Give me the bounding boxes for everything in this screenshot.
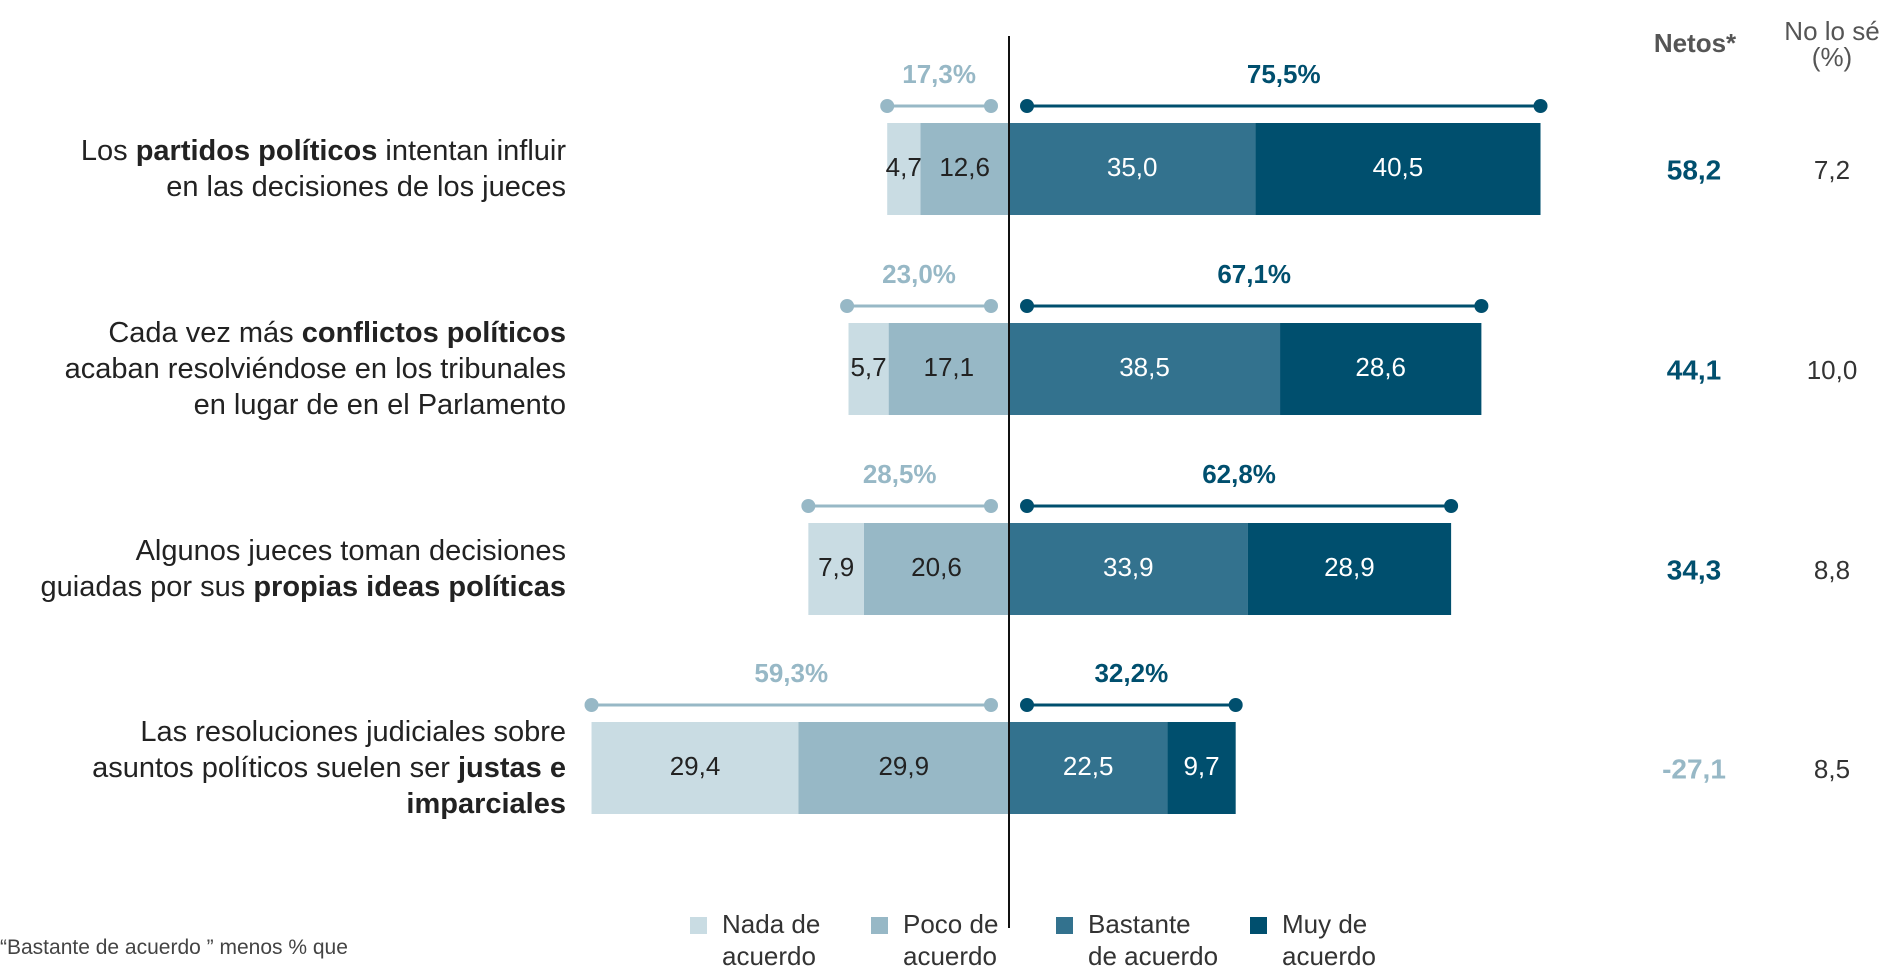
bracket-end [1533,99,1548,113]
bracket-end [840,299,855,313]
bracket-end [984,299,998,313]
bar-segment [1167,722,1236,814]
segment-label: 5,7 [850,352,886,382]
netos-value: -27,1 [1662,753,1726,784]
segment-label: 28,9 [1324,552,1375,582]
bracket-end [1020,99,1034,113]
footnote: “Bastante de acuerdo ” menos % que [0,936,348,959]
total-label: 23,0% [882,259,956,289]
no-lo-se-value: 7,2 [1814,155,1850,185]
segment-label: 17,1 [924,352,975,382]
total-label: 67,1% [1217,259,1291,289]
bar-segment [1255,123,1541,215]
netos-value: 58,2 [1667,154,1722,185]
bracket-end [584,698,599,712]
bracket-end [1020,499,1034,513]
bar-segment [887,123,921,215]
category-label: Las resoluciones judiciales sobre asunto… [92,716,566,820]
bar-segment [808,523,864,615]
bracket-end [984,499,998,513]
netos-header: Netos* [1653,28,1737,58]
segment-label: 9,7 [1183,751,1219,781]
segment-label: 38,5 [1119,352,1170,382]
bracket-end [1020,299,1034,313]
bar-segment [1009,523,1248,615]
legend-swatch [871,917,888,934]
segment-label: 29,4 [670,751,721,781]
bar-segment [1009,722,1168,814]
bracket-end [1444,499,1459,513]
bracket-end [1228,698,1243,712]
segment-label: 35,0 [1107,152,1158,182]
segment-label: 20,6 [911,552,962,582]
segment-label: 12,6 [939,152,990,182]
no-lo-se-value: 8,8 [1814,555,1850,585]
legend-swatch [1056,917,1073,934]
netos-value: 34,3 [1667,554,1722,585]
no-lo-se-value: 10,0 [1807,355,1858,385]
category-bold: propias ideas políticas [253,571,566,603]
category-bold: conflictos políticos [301,317,566,349]
total-label: 62,8% [1202,459,1276,489]
bracket-end [984,698,998,712]
bar-segment [1247,523,1452,615]
category-label: Cada vez más conflictos políticos acaban… [64,317,566,421]
bar-segment [888,323,1009,415]
legend-label: Poco de acuerdo [903,909,999,971]
category-bold: partidos políticos [135,135,378,167]
no-lo-se-header: No lo sé (%) [1784,16,1880,72]
bar-segment [591,722,799,814]
bar-segment [920,123,1009,215]
bracket-end [984,99,998,113]
bracket-end [1474,299,1489,313]
bar-segment [1280,323,1482,415]
category-bold: justas e imparciales [406,752,566,820]
legend-label: Nada de acuerdo [722,909,821,971]
bar-segment [1009,323,1281,415]
segment-label: 28,6 [1355,352,1406,382]
bracket-end [880,99,895,113]
category-label: Algunos jueces toman decisiones guiadas … [40,535,566,603]
bar-segment [863,523,1009,615]
legend-swatch [690,917,707,934]
netos-value: 44,1 [1667,354,1722,385]
bar-segment [848,323,889,415]
no-lo-se-value: 8,5 [1814,754,1850,784]
category-label: Los partidos políticos intentan influir … [80,135,566,203]
segment-label: 7,9 [818,552,854,582]
bar-segment [1009,123,1256,215]
legend-label: Muy de acuerdo [1282,909,1376,971]
total-label: 59,3% [754,658,828,688]
total-label: 17,3% [902,59,976,89]
legend-swatch [1250,917,1267,934]
legend-label: Bastante de acuerdo [1088,909,1219,971]
segment-label: 33,9 [1103,552,1154,582]
bracket-end [1020,698,1034,712]
total-label: 75,5% [1247,59,1321,89]
segment-label: 22,5 [1063,751,1114,781]
total-label: 32,2% [1094,658,1168,688]
total-label: 28,5% [863,459,937,489]
bracket-end [801,499,816,513]
segment-label: 29,9 [878,751,929,781]
segment-label: 40,5 [1373,152,1424,182]
bar-segment [798,722,1009,814]
segment-label: 4,7 [886,152,922,182]
